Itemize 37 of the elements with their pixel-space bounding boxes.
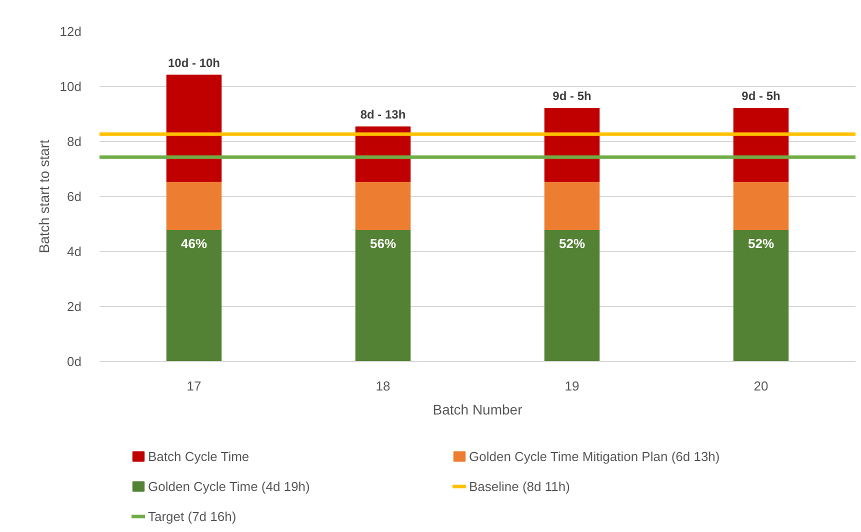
total-label: 9d - 5h (552, 89, 592, 104)
legend-label: Golden Cycle Time Mitigation Plan (6d 13h) (469, 448, 721, 465)
annotation: 52% (748, 236, 774, 251)
bar (355, 181, 411, 230)
legend-label: Target (7d 16h) (148, 508, 238, 525)
annotation: 52% (558, 236, 586, 251)
legend-label: Baseline (8d 11h) (469, 478, 571, 495)
bar (733, 108, 789, 182)
bar (544, 181, 600, 230)
total-label: 8d - 13h (360, 108, 406, 122)
x-tick-label: 18 (376, 378, 390, 394)
x-tick-label: 19 (564, 378, 580, 394)
bar (544, 230, 600, 362)
y-tick-label: 6d (67, 189, 82, 204)
y-tick-label: 4d (67, 244, 82, 259)
bar (733, 181, 789, 230)
legend-label: Golden Cycle Time (4d 19h) (148, 478, 311, 495)
bar (355, 230, 411, 362)
bar (166, 230, 222, 362)
y-tick-label: 12d (60, 24, 82, 39)
x-tick-label: 17 (186, 378, 202, 394)
total-label: 9d - 5h (742, 89, 780, 104)
annotation: 46% (180, 236, 208, 251)
y-tick-label: 8d (67, 134, 82, 149)
bar (166, 181, 222, 230)
annotation: 56% (370, 236, 396, 251)
bar (166, 74, 222, 182)
x-tick-label: 20 (754, 378, 768, 394)
y-axis-title: Batch start to start (36, 140, 52, 254)
y-tick-label: 2d (67, 299, 82, 314)
legend-label: Batch Cycle Time (148, 448, 250, 465)
bar (544, 108, 600, 182)
y-tick-label: 0d (67, 354, 82, 369)
x-axis-title: Batch Number (432, 402, 523, 418)
y-tick-label: 10d (60, 79, 82, 94)
bar (733, 230, 789, 362)
total-label: 10d - 10h (168, 56, 220, 70)
